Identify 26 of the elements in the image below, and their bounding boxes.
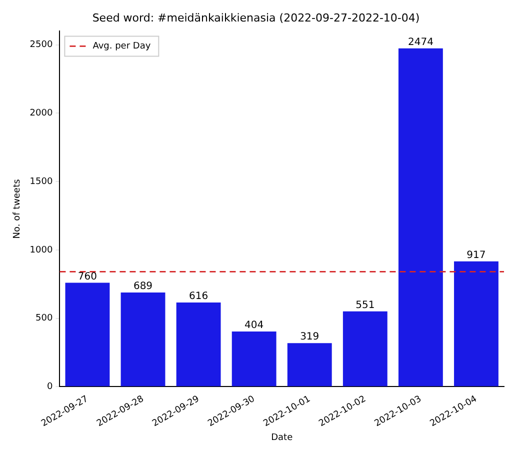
bar	[120, 292, 166, 386]
bar	[176, 302, 221, 386]
data-label: 319	[300, 332, 320, 343]
data-label: 616	[189, 291, 208, 302]
bar	[342, 311, 388, 386]
data-label: 917	[466, 250, 486, 261]
bar	[232, 331, 276, 386]
y-tick-label: 1500	[30, 176, 53, 187]
bar	[398, 48, 443, 386]
y-tick-label: 500	[36, 314, 53, 324]
y-tick-label: 2500	[30, 40, 53, 50]
data-label: 689	[133, 281, 153, 292]
bar	[287, 343, 332, 386]
data-label: 404	[244, 320, 264, 332]
y-tick-label: 2000	[30, 108, 53, 119]
y-tick-label: 0	[46, 382, 53, 392]
data-label: 551	[356, 300, 375, 311]
bar	[454, 261, 498, 386]
chart-title: Seed word: #meidänkaikkienasia (2022-09-27-2022-10-04)	[92, 11, 420, 24]
data-label: 760	[78, 271, 98, 282]
data-label: 2474	[408, 37, 434, 48]
y-axis-title: No. of tweets	[12, 178, 23, 239]
y-tick-label: 1000	[30, 245, 53, 256]
x-axis-title: Date	[271, 432, 294, 443]
legend-label: Avg. per Day	[92, 42, 152, 52]
bar	[65, 282, 110, 386]
